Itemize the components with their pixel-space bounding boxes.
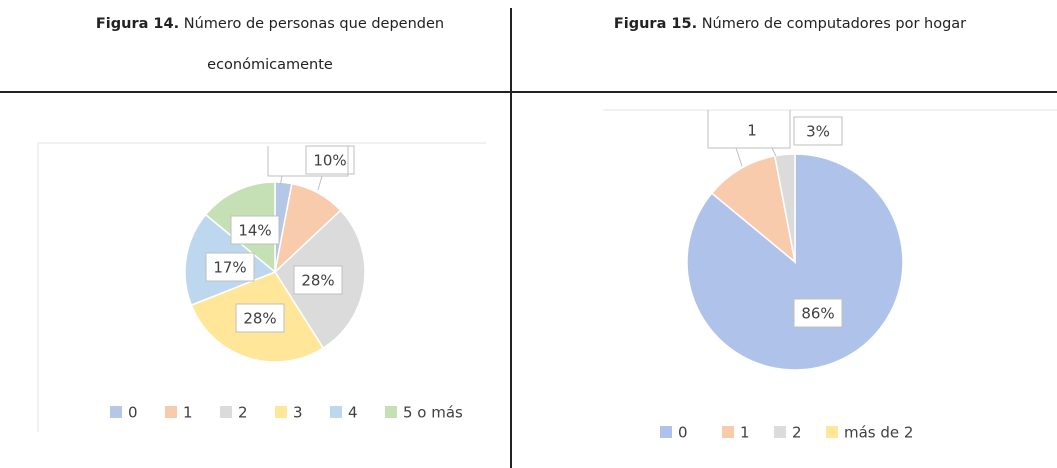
figure-label: Figura 14. <box>95 16 180 32</box>
data-label: 28% <box>243 310 276 328</box>
data-label: 28% <box>301 272 334 290</box>
caption-text: Número de personas que dependen económic… <box>183 16 445 73</box>
legend-swatch <box>722 426 734 438</box>
legend-label: 3 <box>293 404 303 422</box>
legend-label: 2 <box>792 424 802 442</box>
legend-swatch <box>220 406 232 418</box>
data-label: 14% <box>238 222 271 240</box>
legend-label: 0 <box>128 404 138 422</box>
legend-swatch <box>275 406 287 418</box>
data-label: 3% <box>806 123 830 141</box>
leader-line <box>267 146 349 191</box>
figure-label: Figura 15. <box>613 16 698 32</box>
legend-swatch <box>110 406 122 418</box>
data-label: 86% <box>801 305 834 323</box>
caption: Figura 15. Número de computadores por ho… <box>560 4 1020 45</box>
legend-label: 0 <box>678 424 688 442</box>
legend-swatch <box>660 426 672 438</box>
legend-label: 1 <box>740 424 750 442</box>
legend-swatch <box>165 406 177 418</box>
label-box <box>293 265 343 295</box>
pie-slice <box>710 155 797 264</box>
chart-frame <box>37 142 486 432</box>
data-label: 10% <box>313 152 346 170</box>
data-label: 17% <box>213 259 246 277</box>
legend-label: 1 <box>183 404 193 422</box>
legend-swatch <box>826 426 838 438</box>
legend-swatch <box>330 406 342 418</box>
legend-label: más de 2 <box>844 424 913 442</box>
caption-text: Número de computadores por hogar <box>701 16 967 32</box>
label-box <box>305 145 355 175</box>
data-label: 1 <box>747 122 757 140</box>
label-box <box>235 303 285 333</box>
legend-swatch <box>774 426 786 438</box>
label-box <box>230 215 280 245</box>
label-box <box>793 116 843 146</box>
leader-line <box>707 110 791 167</box>
caption: Figura 14. Número de personas que depend… <box>80 4 460 86</box>
legend-swatch <box>385 406 397 418</box>
legend-label: 5 o más <box>403 404 463 422</box>
legend-label: 4 <box>348 404 358 422</box>
legend-label: 2 <box>238 404 248 422</box>
pie-slice <box>773 153 796 263</box>
label-box <box>793 298 843 328</box>
label-box <box>205 252 255 282</box>
